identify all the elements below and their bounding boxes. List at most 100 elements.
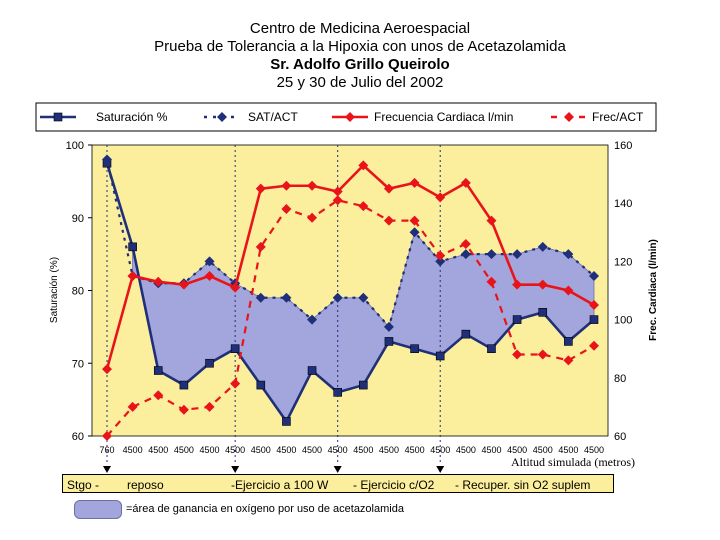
x-tick-label: 4500 [430,445,450,455]
legend-label: Saturación % [96,110,168,124]
legend-label: Frecuencia Cardiaca l/min [374,110,513,124]
x-tick-label: 4500 [200,445,220,455]
x-axis-title: Altitud simulada (metros) [511,455,635,469]
data-point-series-2 [102,364,112,375]
x-tick-label: 4500 [481,445,501,455]
x-tick-label: 4500 [123,445,143,455]
data-point-series-2 [332,186,343,197]
x-tick-label: 4500 [584,445,604,455]
x-tick-label: 4500 [328,445,348,455]
data-point-series-2 [178,279,189,290]
legend-label: SAT/ACT [248,110,298,124]
data-point-series-2 [281,180,292,191]
data-point-series-0 [512,315,522,324]
data-point-series-0 [410,344,419,354]
data-point-series-3 [332,195,343,206]
data-point-series-3 [563,355,574,366]
x-tick-label: 4500 [148,445,168,455]
data-point-series-3 [358,201,369,212]
data-point-series-1 [435,256,446,267]
data-point-series-2 [230,282,241,293]
stage-boundary-arrow [436,466,445,473]
data-point-series-1 [460,249,471,260]
data-point-series-1 [409,227,420,238]
data-point-series-3 [255,241,266,252]
data-point-series-2 [460,177,471,188]
data-point-series-1 [307,314,318,325]
legend-marker [345,112,355,122]
y2-axis-title: Frec. Cardiaca (l/min) [648,239,659,341]
series-line-1 [105,159,595,330]
y-tick-label: 90 [72,213,84,225]
data-point-series-3 [537,349,548,360]
stage-label-ejercicio-o2: - Ejercicio c/O2 [353,478,435,492]
data-point-series-1 [383,321,394,332]
data-point-series-3 [409,215,420,226]
area-legend-caption: =área de ganancia en oxígeno por uso de … [126,503,404,515]
data-point-series-1 [255,292,266,303]
x-tick-label: 4500 [558,445,578,455]
legend-label: Frec/ACT [592,110,644,124]
data-point-series-0 [179,380,189,390]
data-point-series-2 [409,177,420,188]
data-point-series-2 [486,215,497,226]
stage-label-stgo: Stgo - [67,478,100,492]
data-point-series-0 [359,380,368,390]
data-point-series-2 [383,183,394,194]
data-point-series-1 [332,292,343,303]
data-point-series-2 [153,276,164,287]
data-point-series-3 [460,238,471,249]
y-tick-label: 100 [66,140,84,152]
y2-tick-label: 140 [614,198,632,210]
data-point-series-3 [512,349,523,360]
data-point-series-1 [589,270,599,281]
x-tick-label: 760 [99,445,114,455]
data-point-series-0 [461,329,471,339]
chart-title-line1: Centro de Medicina Aeroespacial [249,20,471,37]
data-point-series-2 [358,160,369,171]
data-point-series-2 [255,183,266,194]
x-tick-label: 4500 [174,445,194,455]
data-point-series-1 [358,292,369,303]
data-point-series-0 [435,351,445,361]
y-tick-label: 80 [72,286,84,298]
data-point-series-3 [589,340,599,351]
data-point-series-1 [486,249,497,260]
legend-marker [564,112,574,122]
x-tick-label: 4500 [276,445,296,455]
x-tick-label: 4500 [456,445,476,455]
data-point-series-3 [127,401,138,412]
data-point-series-0 [307,366,317,375]
data-point-series-1 [102,154,112,165]
stage-boundary-arrow [333,466,342,473]
y-tick-label: 70 [72,358,84,370]
chart-title-line2: Prueba de Tolerancia a la Hipoxia con un… [154,38,566,55]
stage-bar: Stgo - reposo -Ejercicio a 100 W - Ejerc… [62,474,614,493]
legend-marker [53,112,63,122]
x-tick-label: 4500 [533,445,553,455]
stage-label-reposo: reposo [127,478,164,492]
data-point-series-0 [538,308,548,317]
data-point-series-2 [435,192,446,203]
data-point-series-1 [281,292,292,303]
data-point-series-2 [589,300,599,311]
data-point-series-3 [383,215,394,226]
stage-label-ejercicio: -Ejercicio a 100 W [231,478,329,492]
x-tick-label: 4500 [507,445,527,455]
data-point-series-0 [153,366,163,375]
x-tick-label: 4500 [225,445,245,455]
data-point-series-2 [127,270,138,281]
data-point-series-2 [537,279,548,290]
data-point-series-3 [230,378,241,389]
stage-boundary-arrow [231,466,240,473]
y2-tick-label: 120 [614,256,632,268]
y2-tick-label: 100 [614,315,632,327]
data-point-series-1 [537,241,548,252]
x-tick-label: 4500 [405,445,425,455]
data-point-series-2 [563,285,574,296]
data-point-series-0 [333,388,342,397]
data-point-series-3 [204,401,215,412]
data-point-series-3 [281,204,292,215]
x-tick-label: 4500 [251,445,271,455]
